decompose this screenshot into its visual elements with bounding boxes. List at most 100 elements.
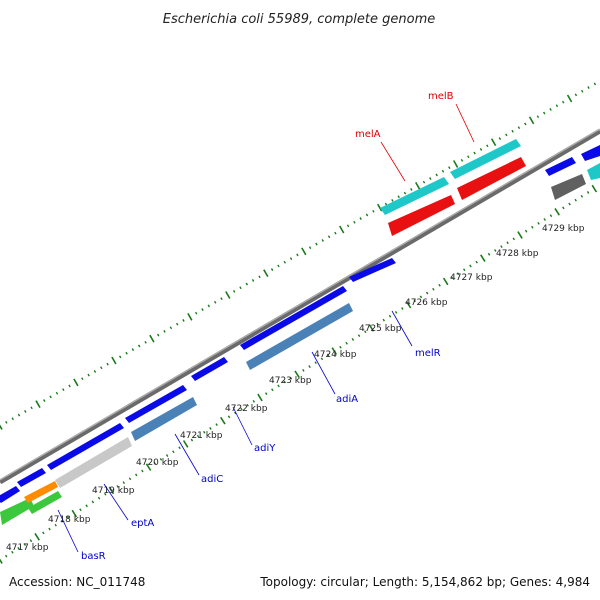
minor-tick [169, 326, 173, 330]
minor-tick [388, 314, 392, 318]
minor-tick [30, 406, 33, 410]
scale-label: 4726 kbp [405, 298, 448, 308]
minor-tick [252, 400, 256, 403]
minor-tick [580, 89, 584, 93]
minor-tick [382, 318, 386, 322]
gene-basR[interactable] [0, 498, 34, 525]
gene-label-melR[interactable]: melR [415, 348, 441, 359]
gene-block[interactable] [47, 423, 124, 470]
minor-tick [524, 229, 528, 233]
scale-label: 4723 kbp [269, 376, 312, 386]
minor-tick [43, 399, 46, 402]
minor-tick [422, 180, 426, 184]
gene-adiC[interactable] [131, 397, 197, 441]
minor-tick [122, 481, 126, 484]
minor-tick [264, 392, 268, 396]
major-tick [377, 203, 383, 212]
minor-tick [542, 111, 546, 115]
gene-block[interactable] [24, 481, 58, 503]
major-tick [294, 370, 300, 379]
minor-tick [561, 100, 565, 104]
minor-tick [178, 446, 181, 450]
minor-tick [346, 224, 350, 228]
minor-tick [42, 531, 45, 535]
major-tick [145, 463, 152, 471]
minor-tick [450, 276, 454, 279]
major-tick [0, 424, 3, 430]
minor-tick [11, 417, 14, 421]
gene-label-leaders [57, 103, 475, 553]
minor-tick [156, 333, 160, 337]
major-tick [301, 247, 307, 256]
minor-tick [11, 550, 14, 554]
minor-tick [339, 345, 342, 349]
scale-label: 4717 kbp [6, 543, 49, 553]
major-tick [453, 160, 459, 168]
gene-block[interactable] [581, 145, 600, 161]
major-tick [73, 378, 79, 387]
major-tick [517, 231, 523, 239]
gene-melB-rev[interactable] [457, 157, 526, 200]
minor-tick [153, 461, 156, 465]
gene-block[interactable] [125, 385, 187, 423]
minor-tick [397, 195, 400, 199]
gene-block[interactable] [587, 163, 600, 180]
gene-melA-rev[interactable] [388, 195, 455, 236]
minor-tick [240, 407, 243, 411]
minor-tick [201, 308, 204, 311]
minor-tick [66, 516, 70, 519]
major-tick [591, 184, 598, 193]
minor-tick [194, 311, 198, 315]
major-tick [490, 138, 497, 147]
minor-tick [55, 391, 59, 395]
inner-tick-track [0, 184, 598, 564]
gene-melA[interactable] [380, 177, 449, 215]
minor-tick [203, 430, 206, 434]
gene-label-melB[interactable]: melB [428, 91, 454, 102]
minor-tick [144, 340, 147, 344]
gene-label-basR[interactable]: basR [81, 551, 106, 562]
minor-tick [277, 384, 280, 388]
minor-tick [258, 275, 261, 279]
gene-block[interactable] [17, 468, 46, 487]
gene-label-adiC[interactable]: adiC [201, 474, 223, 485]
minor-tick [511, 129, 514, 133]
minor-tick [289, 376, 293, 380]
gene-melB[interactable] [450, 139, 521, 179]
gene-block[interactable] [28, 491, 62, 514]
gene-block[interactable] [0, 486, 20, 503]
gene-block[interactable] [545, 157, 576, 176]
minor-tick [320, 357, 324, 361]
minor-tick [24, 410, 27, 413]
minor-tick [227, 415, 231, 419]
major-tick [331, 347, 338, 355]
minor-tick [81, 377, 84, 381]
minor-tick [165, 454, 169, 457]
major-tick [108, 486, 115, 495]
gene-label-adiA[interactable]: adiA [336, 394, 358, 405]
gene-label-adiY[interactable]: adiY [254, 443, 276, 454]
major-tick [34, 532, 40, 541]
minor-tick [401, 307, 404, 310]
gene-label-eptA[interactable]: eptA [131, 518, 154, 529]
minor-tick [93, 370, 97, 373]
minor-tick [549, 108, 552, 111]
major-tick [528, 116, 535, 125]
gene-adiA[interactable] [246, 303, 353, 370]
minor-tick [245, 282, 249, 286]
minor-tick [524, 122, 527, 126]
gene-block[interactable] [551, 174, 586, 200]
major-tick [480, 254, 486, 263]
major-tick [263, 269, 269, 278]
gene-block[interactable] [191, 357, 228, 381]
minor-tick [505, 133, 508, 137]
minor-tick [79, 508, 82, 512]
minor-tick [549, 214, 553, 218]
minor-tick [394, 311, 398, 314]
gene-block[interactable] [349, 258, 396, 282]
gene-label-melA[interactable]: melA [355, 129, 381, 140]
minor-tick [159, 458, 163, 461]
gene-eptA[interactable] [55, 437, 132, 488]
gene-block[interactable] [240, 286, 347, 350]
minor-tick [536, 115, 540, 119]
